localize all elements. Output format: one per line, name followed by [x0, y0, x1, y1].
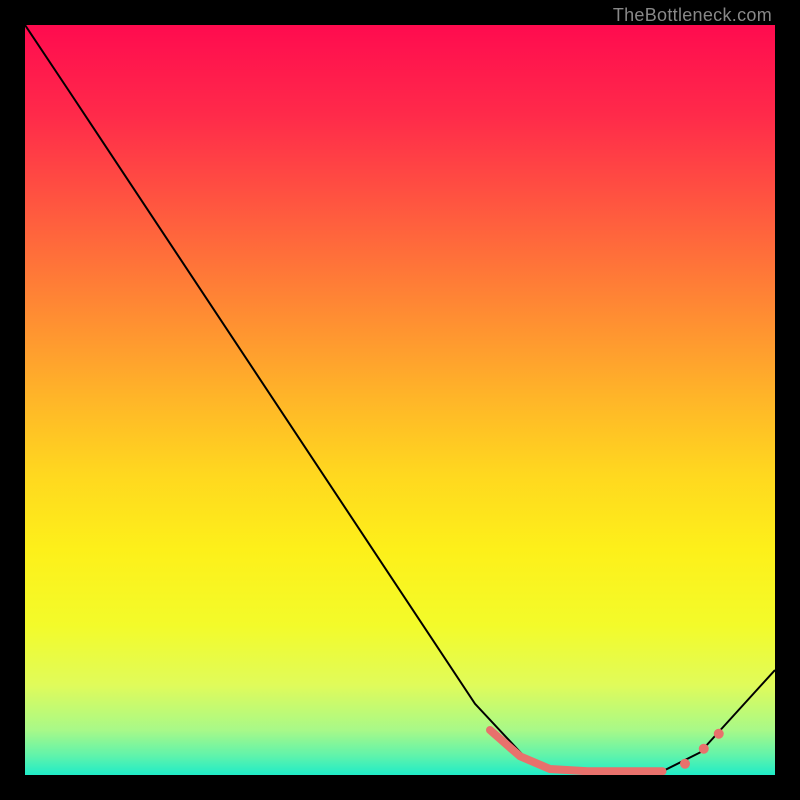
marker-dot	[680, 759, 690, 769]
bottleneck-curve	[25, 25, 775, 771]
attribution-text: TheBottleneck.com	[613, 5, 772, 26]
marker-dots	[680, 729, 724, 769]
bottleneck-chart	[25, 25, 775, 775]
marker-dot	[714, 729, 724, 739]
marker-dot	[699, 744, 709, 754]
chart-overlay	[25, 25, 775, 775]
marker-thick-segment	[490, 730, 663, 771]
